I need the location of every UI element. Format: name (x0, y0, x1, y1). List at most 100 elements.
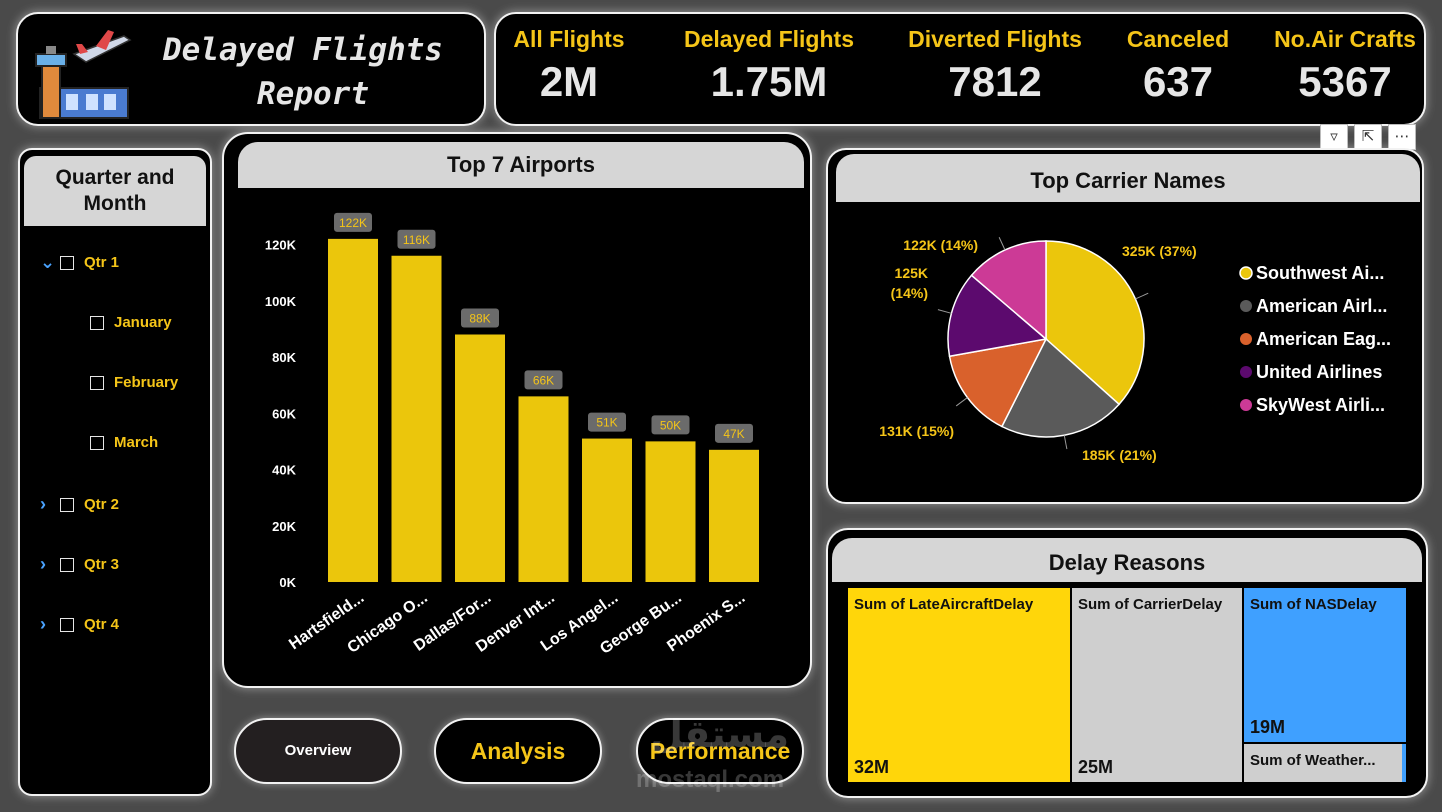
kpi-label: Diverted Flights (908, 26, 1082, 52)
kpi-all-flights: All Flights 2M (504, 24, 634, 110)
data-label-bg (524, 370, 563, 390)
slice-label: 122K (14%) (903, 237, 978, 253)
chevron-right-icon[interactable]: › (40, 494, 46, 514)
kpi-label: Canceled (1126, 26, 1230, 52)
watermark-latin: mostaql.com (636, 766, 785, 793)
chevron-right-icon[interactable]: › (40, 554, 46, 574)
checkbox[interactable] (90, 435, 104, 450)
data-label: 116K (403, 233, 430, 247)
bar (328, 238, 378, 582)
slice-label: 131K (15%) (879, 423, 954, 439)
tile-value: 19M (1250, 717, 1286, 737)
performance-button[interactable]: Performance (636, 718, 804, 784)
slicer-title: Quarter and Month (24, 156, 206, 226)
more-options-icon[interactable]: ⋯ (1388, 124, 1416, 150)
tile-sliver (1402, 744, 1406, 782)
airport-plane-icon (35, 30, 132, 119)
watermark-arabic: مستقل (650, 714, 789, 756)
tile-label: Sum of LateAircraftDelay (854, 596, 1034, 613)
report-title-line2: Report (257, 76, 369, 112)
bar (709, 449, 759, 582)
slicer-item-qtr3[interactable]: › Qtr 3 (40, 554, 119, 575)
legend-marker (1240, 333, 1252, 345)
data-label: 47K (723, 427, 744, 441)
data-label: 51K (596, 416, 617, 430)
delay-reasons-panel: Delay Reasons Sum of LateAircraftDelay 3… (826, 528, 1428, 798)
checkbox[interactable] (60, 557, 74, 572)
checkbox[interactable] (90, 375, 104, 390)
chevron-right-icon[interactable]: › (40, 614, 46, 634)
focus-mode-icon[interactable]: ⇱ (1354, 124, 1382, 150)
report-title-panel: Delayed Flights Report (16, 12, 486, 126)
top-airports-bar-chart: 0K20K40K60K80K100K120K122KHartsfield...1… (265, 212, 759, 658)
kpi-diverted-flights: Diverted Flights 7812 (900, 24, 1090, 110)
legend-label: SkyWest Airli... (1256, 395, 1385, 415)
kpi-label: All Flights (513, 26, 625, 52)
checkbox[interactable] (60, 497, 74, 512)
slicer-item-qtr2[interactable]: › Qtr 2 (40, 494, 119, 515)
slice-label: (14%) (891, 285, 928, 301)
data-label: 122K (339, 216, 367, 230)
y-tick-label: 0K (279, 575, 296, 590)
slicer-item-march[interactable]: March (90, 434, 158, 451)
legend-marker (1240, 366, 1252, 378)
data-label-bg (651, 415, 690, 435)
data-label: 66K (533, 373, 554, 387)
tile-label: Sum of Weather... (1250, 752, 1376, 769)
tile-nas-delay[interactable]: Sum of NASDelay 19M (1244, 588, 1406, 742)
slicer-item-qtr4[interactable]: › Qtr 4 (40, 614, 119, 635)
slicer-item-label: Qtr 4 (84, 616, 120, 633)
pie-slice (947, 274, 1048, 358)
overview-button[interactable]: Overview (234, 718, 402, 784)
top-carrier-pie-chart: 325K (37%) Southwest Ai... 185K (21%) Ameri… (879, 237, 1391, 463)
legend-label: Southwest Ai... (1256, 263, 1384, 283)
y-tick-label: 20K (272, 519, 296, 534)
chart-title: Delay Reasons (832, 538, 1422, 582)
legend-label: American Airl... (1256, 296, 1387, 316)
report-title: Delayed Flights Report (123, 28, 483, 116)
tile-weather-delay[interactable]: Sum of Weather... (1244, 744, 1402, 782)
bar (645, 441, 696, 582)
leader-line (1063, 435, 1068, 450)
slicer-item-label: Qtr 1 (84, 254, 120, 271)
legend-label: American Eag... (1256, 329, 1391, 349)
chart-title: Top Carrier Names (836, 154, 1420, 202)
leader-line (998, 237, 1006, 251)
slicer-item-qtr1[interactable]: ⌄ Qtr 1 (40, 252, 119, 273)
slicer-item-february[interactable]: February (90, 374, 178, 391)
y-tick-label: 100K (265, 294, 297, 309)
checkbox[interactable] (90, 315, 104, 330)
bar (455, 334, 505, 582)
tile-value: 32M (854, 757, 890, 777)
slicer-item-label: Qtr 3 (84, 556, 120, 573)
checkbox[interactable] (60, 255, 74, 270)
report-title-line1: Delayed Flights (163, 32, 443, 68)
analysis-button[interactable]: Analysis (434, 718, 602, 784)
top-carrier-panel: Top Carrier Names 325K (37%) Southwest Ai… (826, 148, 1424, 504)
checkbox[interactable] (60, 617, 74, 632)
tile-label: Sum of CarrierDelay (1078, 596, 1223, 613)
pie-slice (970, 240, 1047, 341)
data-label-bg (715, 423, 753, 443)
kpi-value: 2M (539, 58, 599, 105)
slice-label: 325K (37%) (1122, 243, 1197, 259)
leader-line (937, 309, 952, 314)
slicer-item-label: January (114, 314, 172, 331)
slicer-item-january[interactable]: January (90, 314, 172, 331)
kpi-value: 7812 (948, 58, 1042, 105)
y-tick-label: 80K (272, 350, 296, 365)
chevron-down-icon[interactable]: ⌄ (40, 252, 56, 272)
bar (518, 396, 569, 582)
top-airports-panel: Top 7 Airports 0K 20K 40K 60K 80K 100K 120K 122… (222, 132, 812, 688)
legend-label: United Airlines (1256, 362, 1382, 382)
kpi-label: No.Air Crafts (1274, 26, 1416, 52)
tile-late-aircraft-delay[interactable]: Sum of LateAircraftDelay 32M (848, 588, 1070, 782)
slice-label: 185K (21%) (1082, 447, 1157, 463)
slicer-item-label: March (114, 434, 159, 451)
tile-carrier-delay[interactable]: Sum of CarrierDelay 25M (1072, 588, 1242, 782)
data-label-bg (397, 229, 436, 249)
tile-value: 25M (1078, 757, 1114, 777)
filter-icon[interactable]: ▿ (1320, 124, 1348, 150)
kpi-aircrafts: No.Air Crafts 5367 (1270, 24, 1420, 110)
kpi-panel: All Flights 2M Delayed Flights 1.75M Div… (494, 12, 1426, 126)
